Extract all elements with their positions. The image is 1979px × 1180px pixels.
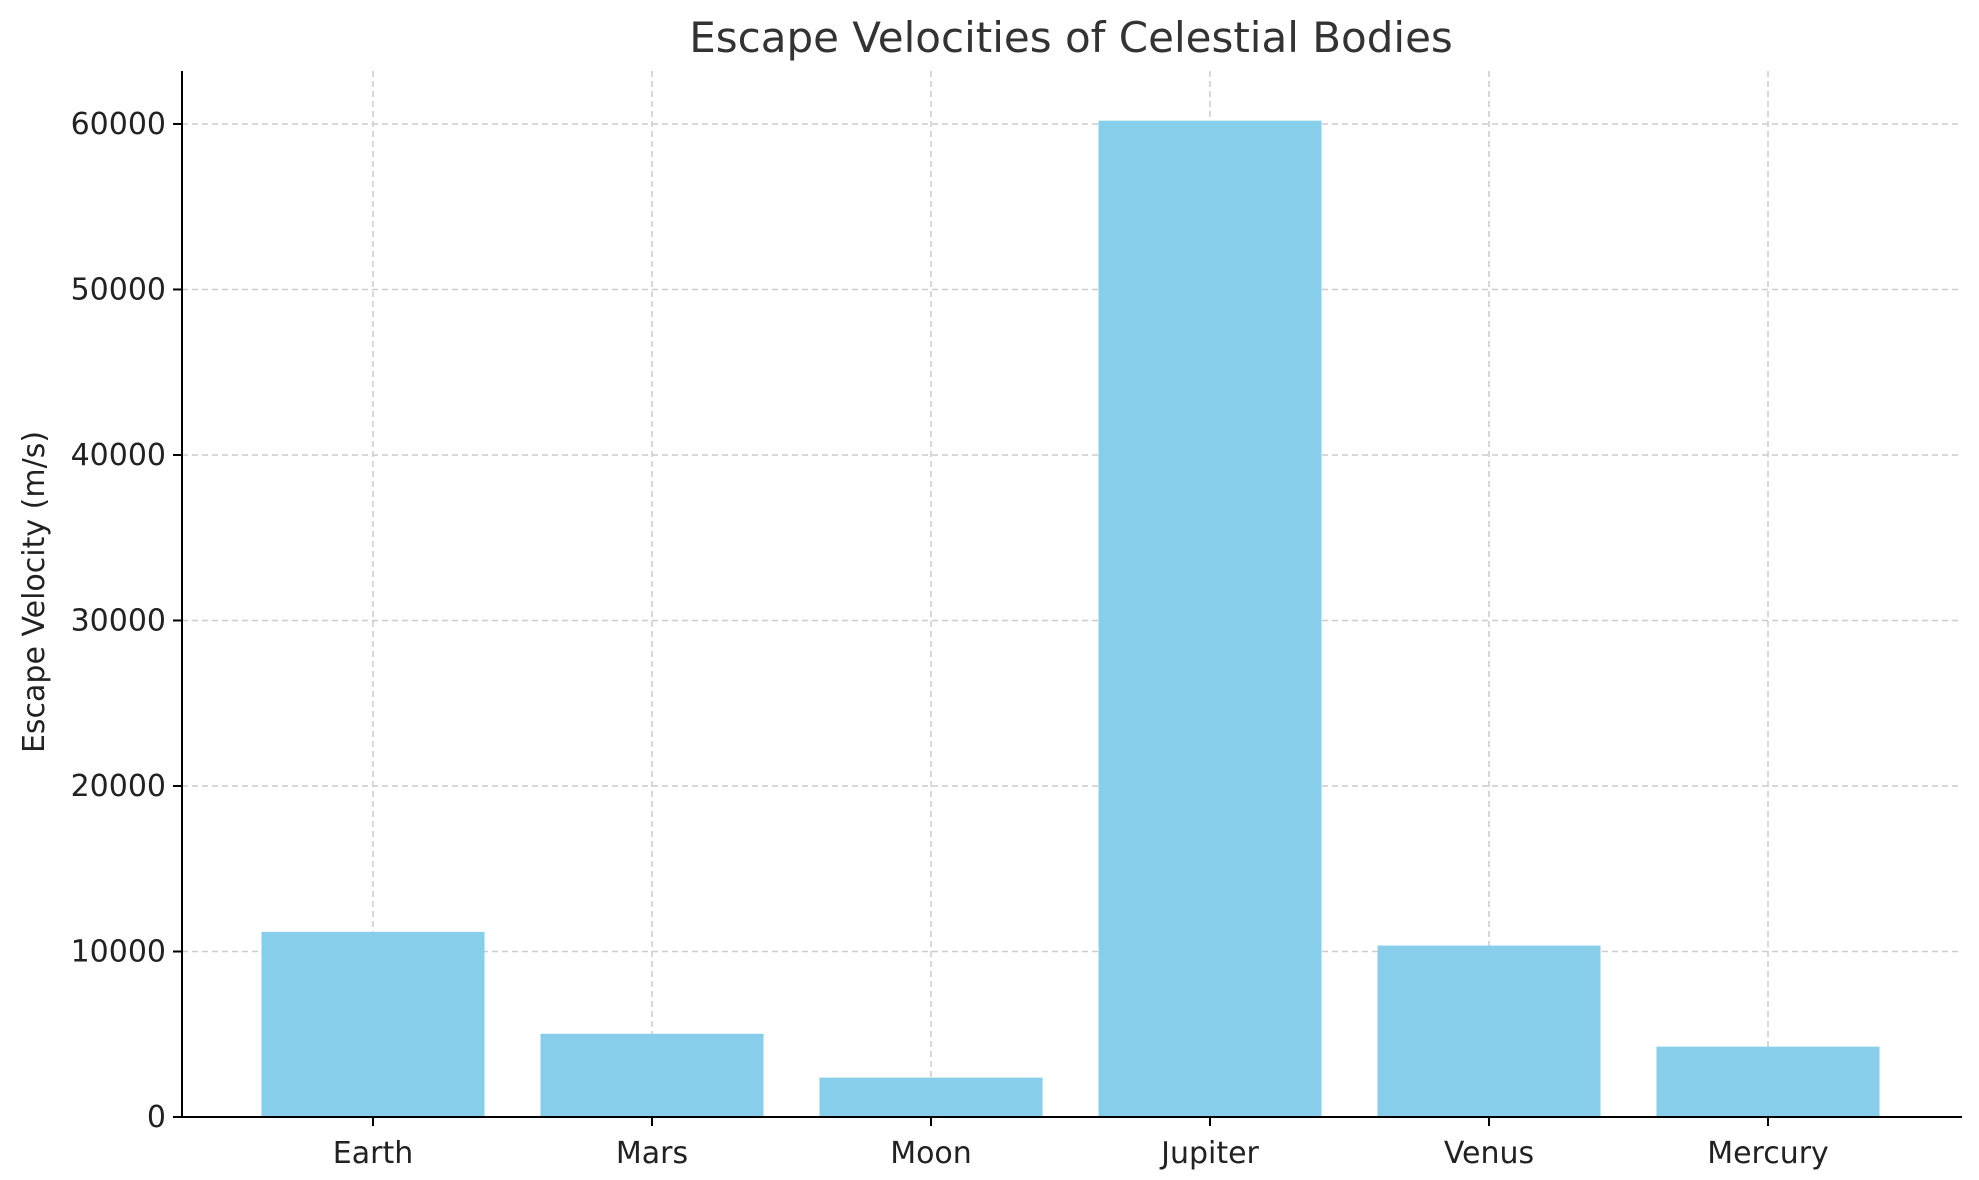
y-tick-label-60000: 60000: [71, 107, 166, 142]
y-tick-label-0: 0: [147, 1100, 166, 1135]
x-tick-label-venus: Venus: [1444, 1136, 1534, 1171]
y-axis-label: Escape Velocity (m/s): [17, 431, 52, 753]
bar-venus: [1377, 945, 1601, 1117]
x-tick-label-moon: Moon: [890, 1136, 972, 1171]
y-tick-label-40000: 40000: [71, 438, 166, 473]
y-tick-label-10000: 10000: [71, 934, 166, 969]
bar-earth: [261, 931, 485, 1117]
bar-moon: [819, 1077, 1043, 1117]
x-tick-label-mercury: Mercury: [1707, 1136, 1829, 1171]
axes: [173, 71, 1962, 1126]
bar-jupiter: [1098, 120, 1322, 1117]
bar-mercury: [1656, 1046, 1880, 1117]
y-tick-label-50000: 50000: [71, 272, 166, 307]
x-tick-label-earth: Earth: [333, 1136, 413, 1171]
y-tick-label-20000: 20000: [71, 769, 166, 804]
x-tick-labels: Earth Mars Moon Jupiter Venus Mercury: [333, 1136, 1829, 1171]
bars: [261, 120, 1880, 1117]
y-tick-label-30000: 30000: [71, 603, 166, 638]
x-tick-label-mars: Mars: [616, 1136, 688, 1171]
chart-title: Escape Velocities of Celestial Bodies: [689, 13, 1453, 62]
bar-mars: [540, 1033, 764, 1117]
y-tick-labels: 0 10000 20000 30000 40000 50000 60000: [71, 107, 166, 1135]
x-tick-label-jupiter: Jupiter: [1159, 1136, 1259, 1171]
